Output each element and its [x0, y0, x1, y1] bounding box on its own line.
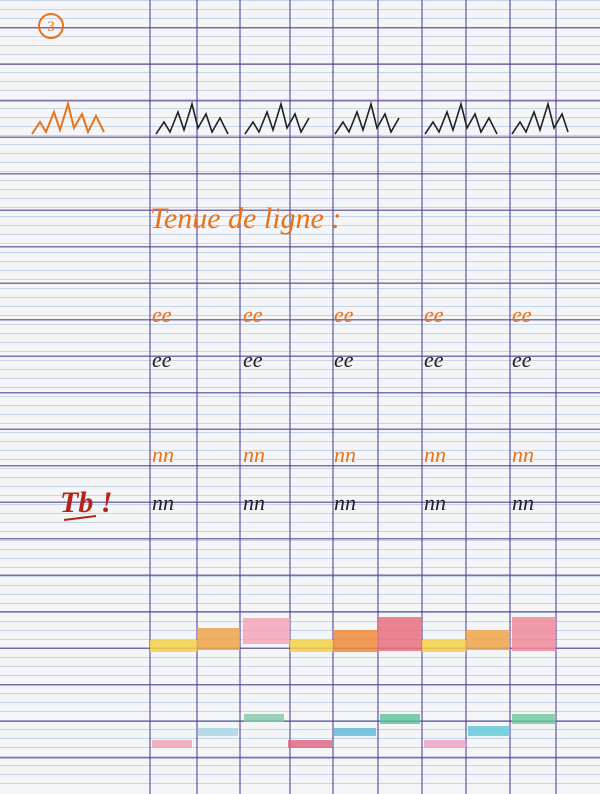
arches-copy: nn: [424, 490, 446, 515]
arches-copy: nn: [243, 490, 265, 515]
arches-model: nn: [334, 442, 356, 467]
loops-copy: ee: [152, 347, 172, 372]
loops-copy: ee: [243, 347, 263, 372]
arches-model: nn: [243, 442, 265, 467]
mark-underline: [63, 515, 97, 521]
zigzag-model: [31, 100, 105, 135]
pattern-rows: ee ee ee ee ee ee ee ee ee ee nn nn nn nn nn nn nn nn nn nn: [152, 302, 534, 515]
page-number: 3: [47, 19, 55, 35]
loops-copy: ee: [334, 347, 354, 372]
loops-model: ee: [243, 302, 263, 327]
zigzag-copies: [155, 101, 569, 135]
vertical-rules: [149, 0, 557, 794]
loops-copy: ee: [424, 347, 444, 372]
arches-model: nn: [152, 442, 174, 467]
loops-model: ee: [424, 302, 444, 327]
number-circle: [38, 13, 64, 39]
arches-copy: nn: [512, 490, 534, 515]
loops-model: ee: [334, 302, 354, 327]
teacher-mark: Tb !: [60, 486, 113, 519]
arches-model: nn: [512, 442, 534, 467]
color-blocks: [150, 617, 556, 748]
arches-copy: nn: [152, 490, 174, 515]
exercise-title: Tenue de ligne :: [150, 202, 341, 235]
loops-copy: ee: [512, 347, 532, 372]
loops-model: ee: [512, 302, 532, 327]
arches-copy: nn: [334, 490, 356, 515]
arches-model: nn: [424, 442, 446, 467]
loops-model: ee: [152, 302, 172, 327]
